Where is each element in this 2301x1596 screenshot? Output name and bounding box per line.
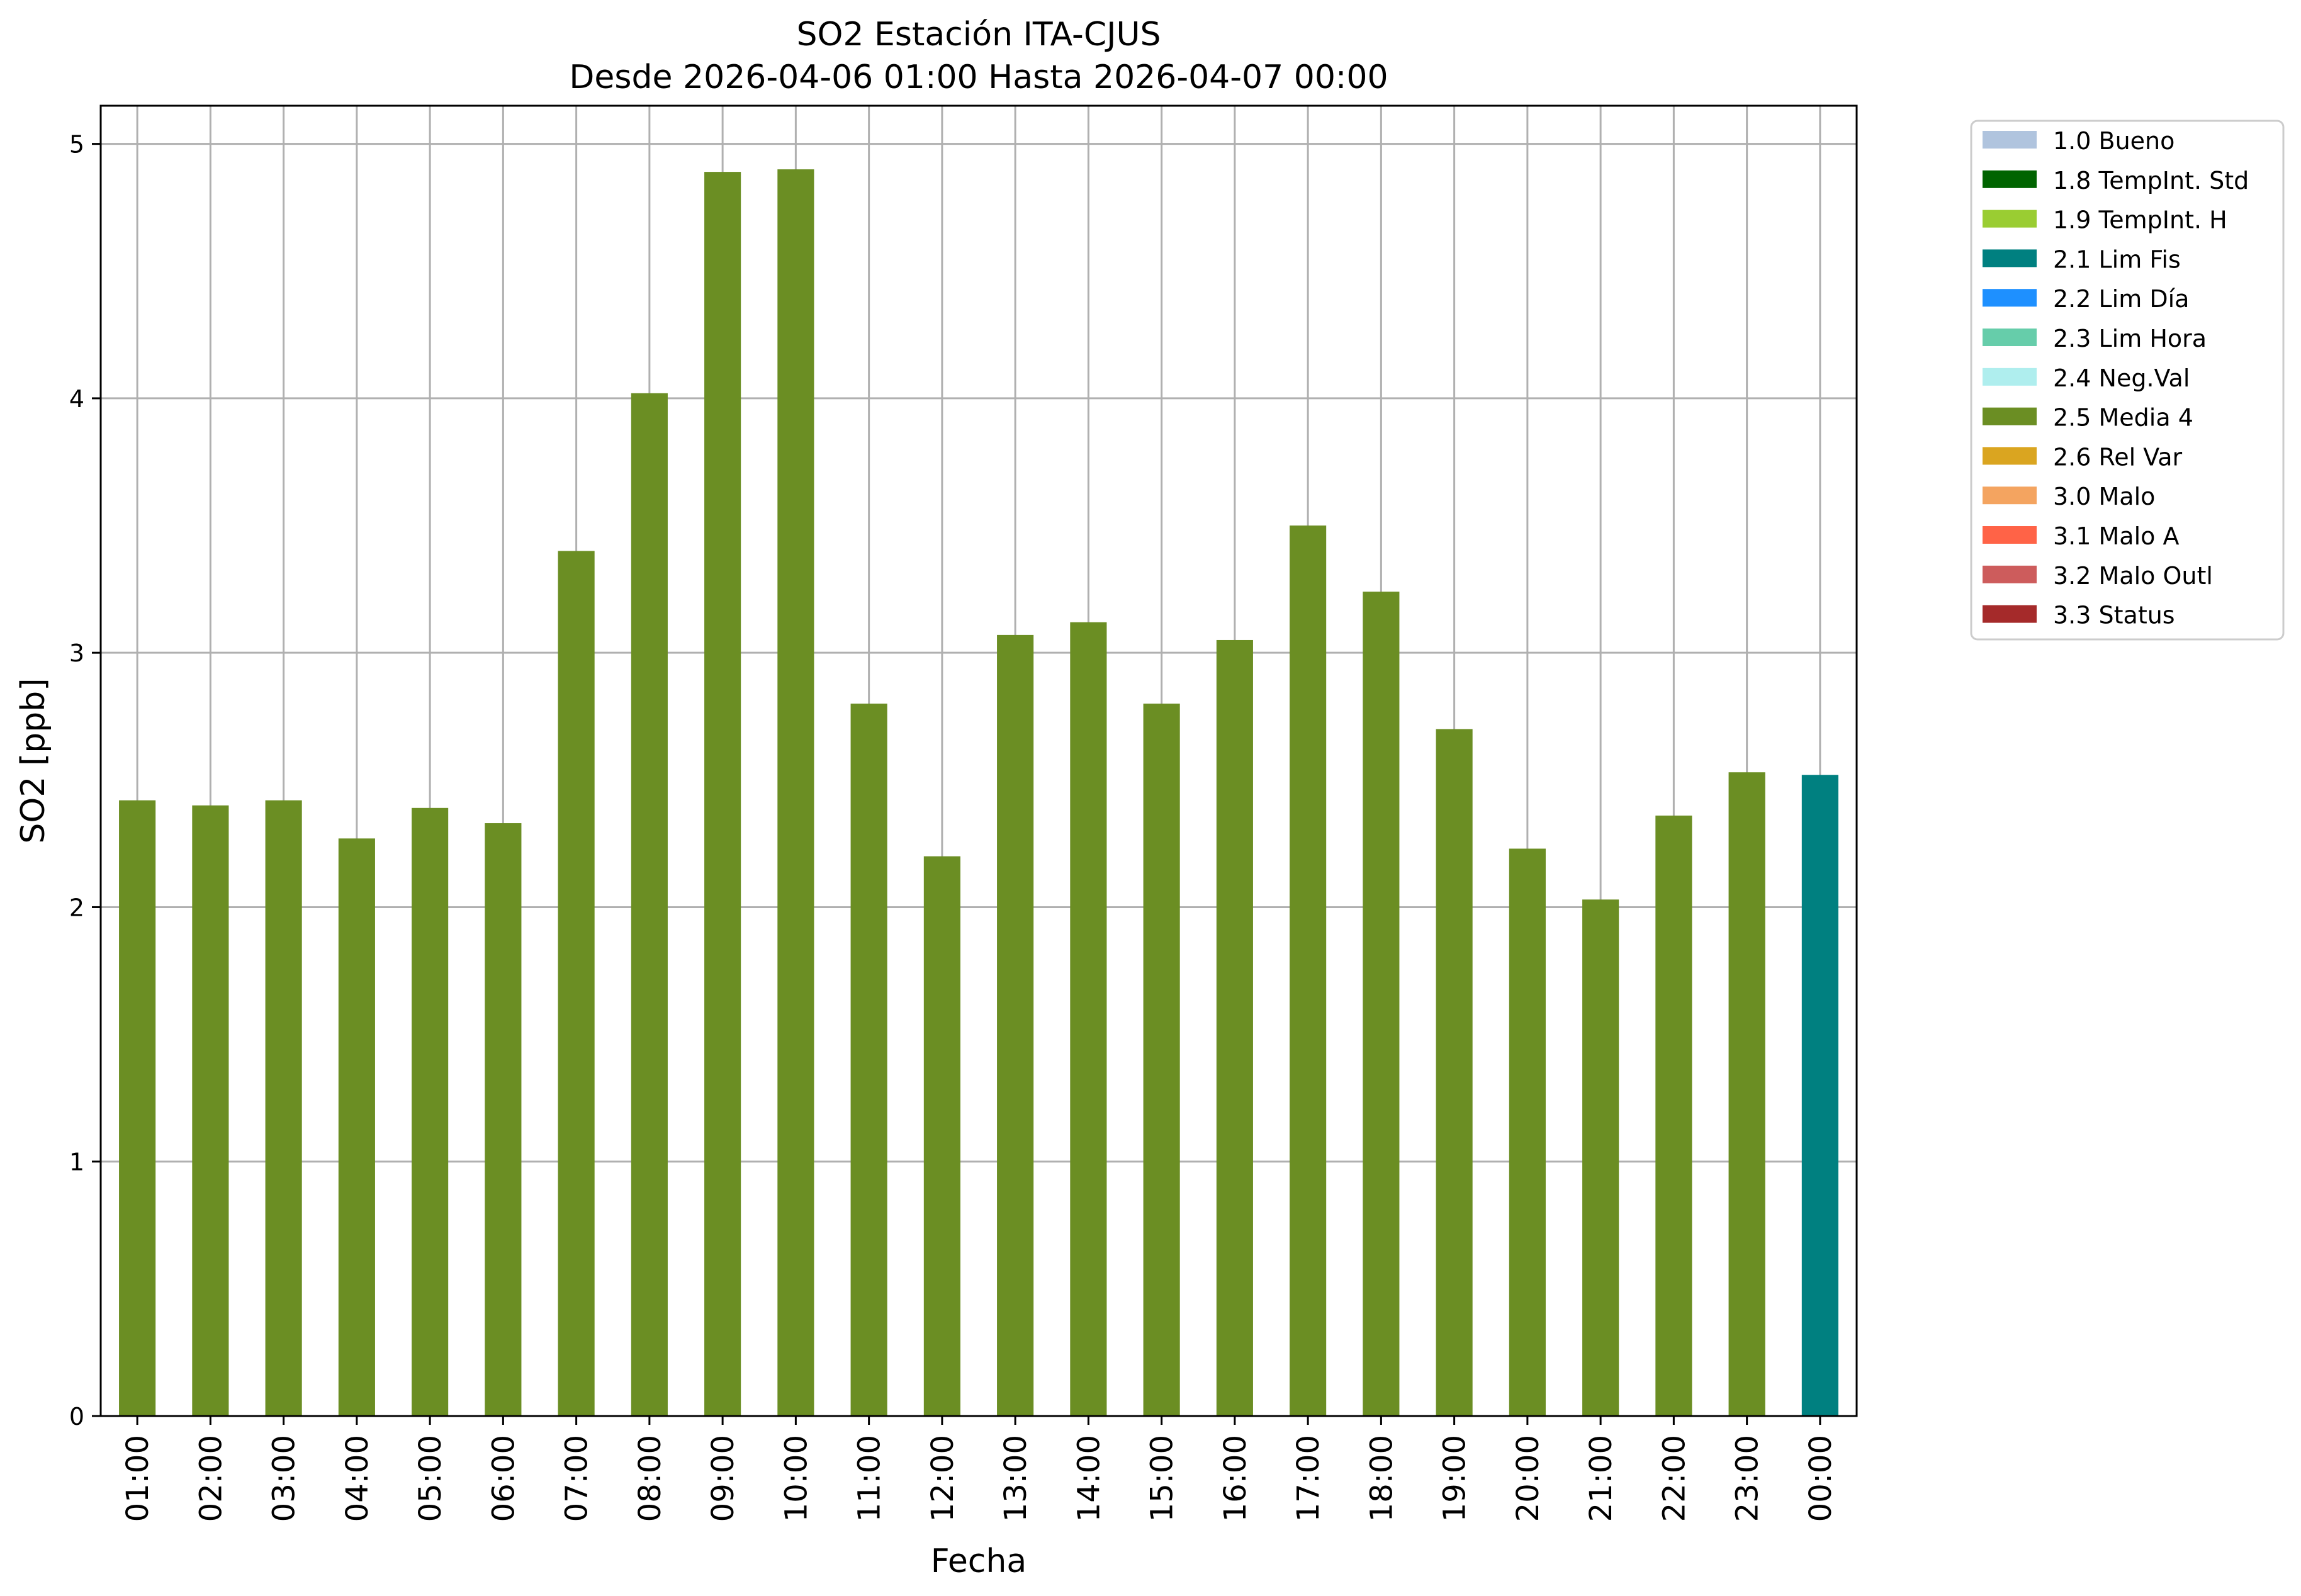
legend-label: 3.1 Malo A <box>2053 522 2179 550</box>
bar-0800 <box>631 393 668 1417</box>
chart-subtitle: Desde 2026-04-06 01:00 Hasta 2026-04-07 … <box>569 59 1388 96</box>
bar-1500 <box>1143 704 1180 1416</box>
bar-0300 <box>265 800 302 1416</box>
x-tick-label: 23:00 <box>1730 1435 1765 1522</box>
y-tick-label: 1 <box>69 1149 84 1176</box>
bar-1700 <box>1290 525 1327 1416</box>
bar-2200 <box>1655 815 1692 1416</box>
x-tick-label: 02:00 <box>193 1435 228 1522</box>
y-axis-label: SO2 [ppb] <box>14 678 52 843</box>
bar-1800 <box>1363 592 1400 1417</box>
legend-swatch <box>1983 368 2037 386</box>
y-axis-ticks: 0 1 2 3 4 5 <box>69 131 101 1430</box>
bar-0200 <box>192 805 229 1416</box>
x-tick-label: 14:00 <box>1071 1435 1106 1522</box>
legend-swatch <box>1983 131 2037 149</box>
bar-1000 <box>777 169 814 1416</box>
legend-label: 1.0 Bueno <box>2053 127 2174 155</box>
x-tick-label: 19:00 <box>1437 1435 1473 1522</box>
bars <box>119 169 1838 1417</box>
legend-swatch <box>1983 249 2037 267</box>
x-tick-label: 09:00 <box>706 1435 741 1522</box>
legend-label: 3.2 Malo Outl <box>2053 562 2213 590</box>
bar-0100 <box>119 800 156 1416</box>
y-tick-label: 0 <box>69 1403 84 1430</box>
x-tick-label: 17:00 <box>1291 1435 1326 1522</box>
y-tick-label: 3 <box>69 639 84 667</box>
bar-1400 <box>1070 622 1107 1416</box>
x-tick-label: 06:00 <box>486 1435 521 1522</box>
y-tick-label: 5 <box>69 131 84 159</box>
bar-1100 <box>850 704 887 1416</box>
legend-label: 2.1 Lim Fis <box>2053 245 2181 273</box>
x-axis-label: Fecha <box>931 1543 1027 1580</box>
legend-swatch <box>1983 526 2037 544</box>
bar-2100 <box>1582 899 1619 1416</box>
bar-1300 <box>997 634 1034 1416</box>
y-tick-label: 2 <box>69 894 84 921</box>
legend-label: 3.0 Malo <box>2053 483 2155 510</box>
legend-frame <box>1970 120 2285 641</box>
legend-label: 2.3 Lim Hora <box>2053 325 2207 352</box>
x-tick-label: 00:00 <box>1803 1435 1838 1522</box>
x-tick-label: 16:00 <box>1218 1435 1253 1522</box>
bar-1900 <box>1436 729 1473 1416</box>
bar-2300 <box>1728 772 1765 1416</box>
x-tick-label: 05:00 <box>413 1435 448 1522</box>
x-tick-label: 07:00 <box>560 1435 595 1522</box>
legend: 1.0 Bueno 1.8 TempInt. Std 1.9 TempInt. H 2… <box>1970 120 2285 641</box>
legend-label: 1.9 TempInt. H <box>2053 206 2227 234</box>
y-tick-label: 4 <box>69 385 84 413</box>
legend-swatch <box>1983 486 2037 505</box>
x-tick-label: 15:00 <box>1145 1435 1180 1522</box>
legend-swatch <box>1983 565 2037 583</box>
legend-swatch <box>1983 329 2037 346</box>
x-tick-label: 01:00 <box>120 1435 155 1522</box>
x-tick-label: 18:00 <box>1364 1435 1399 1522</box>
chart-title: SO2 Estación ITA-CJUS <box>796 16 1161 53</box>
legend-swatch <box>1983 407 2037 425</box>
x-tick-label: 22:00 <box>1657 1435 1692 1522</box>
plot-area-frame <box>99 104 1858 1417</box>
x-axis-ticks: 01:00 02:00 03:00 04:00 05:00 06:00 07:00 08:00… <box>120 1416 1838 1522</box>
legend-swatch <box>1983 447 2037 465</box>
x-tick-label: 03:00 <box>267 1435 302 1522</box>
bar-0000 <box>1801 775 1838 1416</box>
bar-2000 <box>1509 848 1546 1416</box>
bar-0400 <box>338 838 375 1416</box>
legend-label: 2.4 Neg.Val <box>2053 364 2190 392</box>
bar-1600 <box>1216 639 1253 1416</box>
x-tick-label: 10:00 <box>779 1435 814 1522</box>
legend-label: 2.6 Rel Var <box>2053 443 2183 471</box>
legend-label: 3.3 Status <box>2053 602 2175 629</box>
legend-swatch <box>1983 210 2037 228</box>
legend-label: 2.2 Lim Día <box>2053 285 2189 313</box>
bar-0600 <box>485 823 522 1416</box>
x-tick-label: 20:00 <box>1511 1435 1546 1522</box>
x-tick-label: 12:00 <box>925 1435 960 1522</box>
bar-0500 <box>412 807 449 1416</box>
legend-label: 1.8 TempInt. Std <box>2053 167 2249 194</box>
legend-swatch <box>1983 289 2037 307</box>
bar-0700 <box>558 551 595 1416</box>
legend-swatch <box>1983 605 2037 623</box>
x-tick-label: 13:00 <box>998 1435 1033 1522</box>
x-tick-label: 11:00 <box>852 1435 887 1522</box>
legend-label: 2.5 Media 4 <box>2053 404 2193 432</box>
x-tick-label: 04:00 <box>340 1435 375 1522</box>
x-tick-label: 08:00 <box>633 1435 668 1522</box>
legend-swatch <box>1983 170 2037 188</box>
bar-0900 <box>704 172 741 1416</box>
x-tick-label: 21:00 <box>1584 1435 1619 1522</box>
bar-1200 <box>923 856 960 1416</box>
